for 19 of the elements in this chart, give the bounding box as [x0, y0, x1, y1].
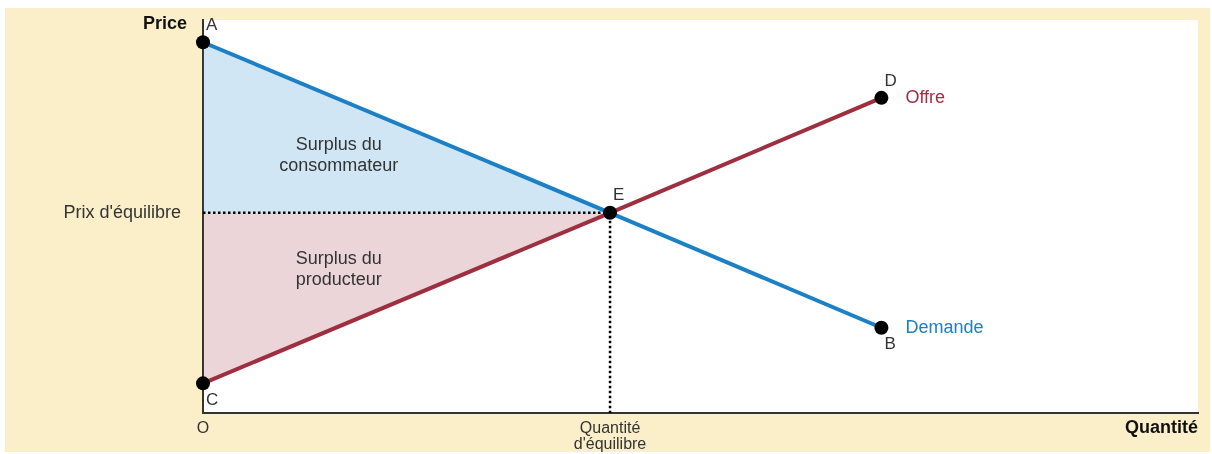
point	[196, 35, 210, 50]
annotation: Surplus du consommateur	[279, 134, 399, 176]
point	[603, 205, 618, 220]
point	[874, 320, 889, 335]
x-tick-label: O	[196, 419, 210, 437]
series-label: A	[206, 14, 218, 34]
x-tick-label: Quantité d'équilibre	[573, 419, 647, 453]
series-label: Offre	[905, 86, 946, 107]
y-axis-title: Price	[142, 12, 187, 33]
series-label: Demande	[905, 316, 984, 337]
point	[874, 90, 889, 105]
x-axis-title: Quantité	[1124, 416, 1198, 437]
annotation: Prix d'équilibre	[63, 201, 181, 222]
series-label: D	[884, 70, 897, 90]
point	[196, 376, 210, 391]
series-label: C	[206, 390, 219, 410]
annotation: Surplus du producteur	[295, 248, 382, 290]
series-label: B	[884, 334, 896, 354]
series-label: E	[613, 185, 625, 205]
